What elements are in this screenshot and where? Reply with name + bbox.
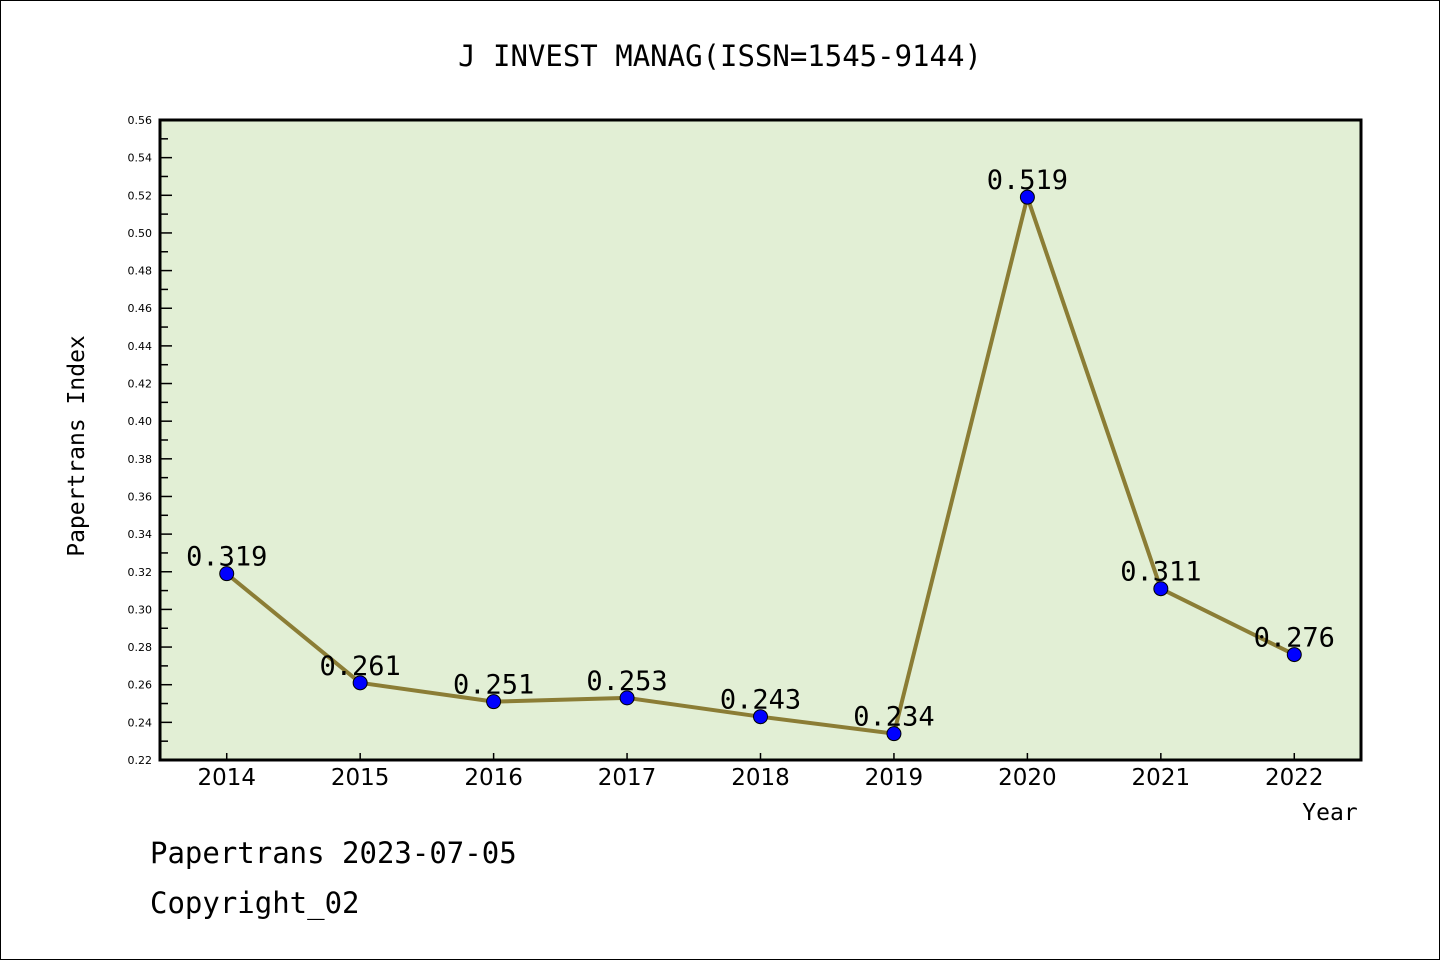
x-tick-label: 2017 (598, 765, 657, 791)
y-tick-label: 0.24 (128, 716, 153, 729)
y-tick-label: 0.42 (128, 378, 153, 391)
data-point (1286, 647, 1302, 663)
data-point (1153, 581, 1169, 597)
data-label: 0.319 (186, 542, 267, 573)
y-tick-label: 0.26 (128, 679, 153, 692)
x-axis-label: Year (1302, 800, 1357, 826)
data-label: 0.253 (586, 666, 667, 697)
chart-title: J INVEST MANAG(ISSN=1545-9144) (458, 39, 982, 73)
y-axis-label: Papertrans Index (64, 335, 90, 557)
footer-copyright: Copyright_02 (150, 886, 360, 920)
data-label: 0.251 (453, 670, 534, 701)
data-label: 0.519 (987, 165, 1068, 196)
y-tick-label: 0.56 (128, 114, 153, 127)
y-tick-label: 0.38 (128, 453, 153, 466)
x-tick-label: 2020 (998, 765, 1057, 791)
y-tick-label: 0.50 (128, 227, 153, 240)
x-tick-label: 2019 (865, 765, 924, 791)
y-tick-label: 0.46 (128, 302, 153, 315)
x-tick-label: 2022 (1265, 765, 1324, 791)
y-tick-label: 0.32 (128, 566, 153, 579)
y-tick-label: 0.52 (128, 189, 153, 202)
data-label: 0.261 (320, 651, 401, 682)
x-tick-label: 2015 (331, 765, 390, 791)
x-tick-label: 2021 (1132, 765, 1191, 791)
x-tick-label: 2014 (197, 765, 256, 791)
y-tick-label: 0.54 (128, 152, 153, 165)
plot-border (158, 118, 1363, 762)
y-tick-label: 0.28 (128, 641, 153, 654)
y-tick-label: 0.48 (128, 265, 153, 278)
data-point (1019, 189, 1035, 205)
y-tick-label: 0.44 (128, 340, 153, 353)
y-tick-label: 0.36 (128, 490, 153, 503)
data-point (886, 726, 902, 742)
data-point (486, 694, 502, 710)
data-label: 0.311 (1120, 557, 1201, 588)
data-point (219, 566, 235, 582)
y-tick-label: 0.34 (128, 528, 153, 541)
plot-area (160, 120, 1361, 760)
x-tick-label: 2016 (464, 765, 523, 791)
data-label: 0.276 (1254, 623, 1335, 654)
y-tick-label: 0.22 (128, 754, 153, 767)
y-tick-label: 0.30 (128, 603, 153, 616)
x-tick-label: 2018 (731, 765, 790, 791)
data-point (619, 690, 635, 706)
data-point (352, 675, 368, 691)
footer-date: Papertrans 2023-07-05 (150, 836, 517, 870)
data-label: 0.234 (853, 702, 934, 733)
y-tick-label: 0.40 (128, 415, 153, 428)
data-point (753, 709, 768, 725)
data-label: 0.243 (720, 685, 801, 716)
